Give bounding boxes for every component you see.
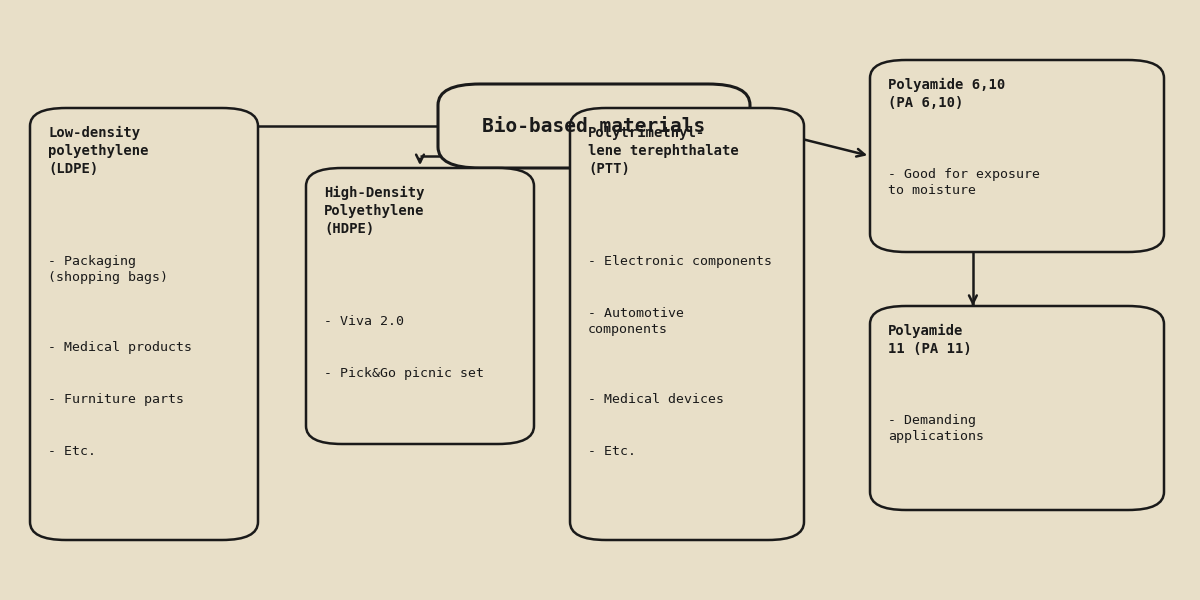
FancyBboxPatch shape — [306, 168, 534, 444]
FancyBboxPatch shape — [438, 84, 750, 168]
Text: - Demanding
applications: - Demanding applications — [888, 414, 984, 443]
Text: - Electronic components: - Electronic components — [588, 255, 772, 268]
FancyBboxPatch shape — [30, 108, 258, 540]
Text: - Automotive
components: - Automotive components — [588, 307, 684, 335]
Text: Polytrimethyl-
lene terephthalate
(PTT): Polytrimethyl- lene terephthalate (PTT) — [588, 126, 739, 176]
Text: - Packaging
(shopping bags): - Packaging (shopping bags) — [48, 255, 168, 284]
Text: - Etc.: - Etc. — [588, 445, 636, 458]
Text: - Good for exposure
to moisture: - Good for exposure to moisture — [888, 168, 1040, 197]
FancyBboxPatch shape — [570, 108, 804, 540]
FancyBboxPatch shape — [870, 306, 1164, 510]
Text: - Pick&Go picnic set: - Pick&Go picnic set — [324, 367, 484, 380]
Text: Polyamide
11 (PA 11): Polyamide 11 (PA 11) — [888, 324, 972, 356]
Text: High-Density
Polyethylene
(HDPE): High-Density Polyethylene (HDPE) — [324, 186, 425, 236]
Text: - Medical products: - Medical products — [48, 341, 192, 355]
Text: - Viva 2.0: - Viva 2.0 — [324, 315, 404, 328]
Text: - Etc.: - Etc. — [48, 445, 96, 458]
Text: Bio-based materials: Bio-based materials — [482, 116, 706, 136]
Text: Polyamide 6,10
(PA 6,10): Polyamide 6,10 (PA 6,10) — [888, 78, 1006, 110]
Text: - Medical devices: - Medical devices — [588, 393, 724, 406]
Text: Low-density
polyethylene
(LDPE): Low-density polyethylene (LDPE) — [48, 126, 149, 176]
Text: - Furniture parts: - Furniture parts — [48, 393, 184, 406]
FancyBboxPatch shape — [870, 60, 1164, 252]
